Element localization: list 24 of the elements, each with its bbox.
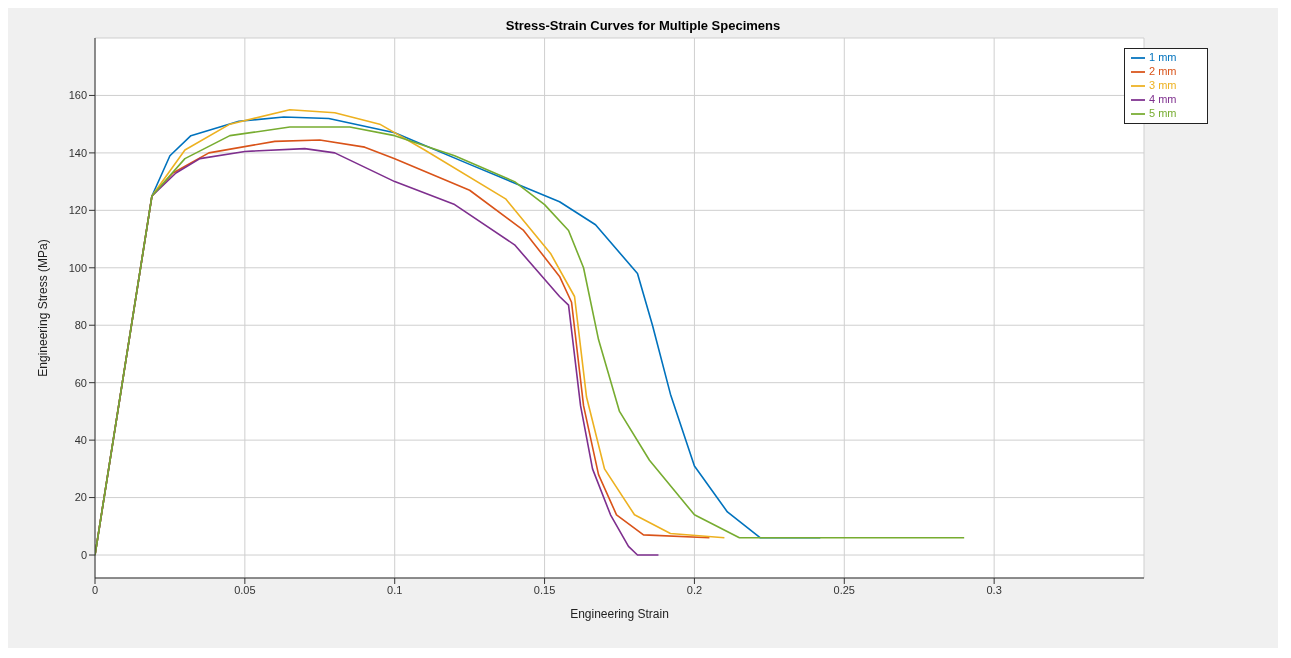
x-tick-label: 0.3 — [986, 583, 1002, 596]
y-tick-label: 40 — [74, 434, 87, 447]
legend-label: 1 mm — [1149, 51, 1177, 63]
y-tick-label: 0 — [80, 548, 87, 561]
y-tick-label: 60 — [74, 376, 87, 389]
y-axis-title: Engineering Stress (MPa) — [36, 239, 51, 377]
x-tick-label: 0 — [91, 583, 99, 596]
legend-label: 5 mm — [1149, 107, 1177, 120]
y-tick-label: 160 — [68, 89, 87, 102]
legend-label: 2 mm — [1149, 65, 1177, 78]
x-tick-label: 0.1 — [387, 583, 403, 596]
y-tick-label: 100 — [68, 261, 87, 274]
legend-label: 4 mm — [1149, 93, 1177, 106]
x-tick-label: 0.25 — [833, 583, 855, 596]
x-tick-label: 0.05 — [234, 583, 256, 596]
y-tick-label: 140 — [68, 146, 87, 159]
y-tick-label: 80 — [74, 319, 87, 332]
y-tick-label: 20 — [74, 491, 87, 504]
legend-label: 3 mm — [1149, 79, 1177, 92]
x-tick-label: 0.15 — [533, 583, 556, 596]
chart-title: Stress-Strain Curves for Multiple Specimens — [504, 18, 782, 33]
y-tick-label: 120 — [68, 204, 87, 217]
x-tick-label: 0.2 — [686, 583, 703, 596]
x-axis-title: Engineering Strain — [570, 607, 669, 621]
